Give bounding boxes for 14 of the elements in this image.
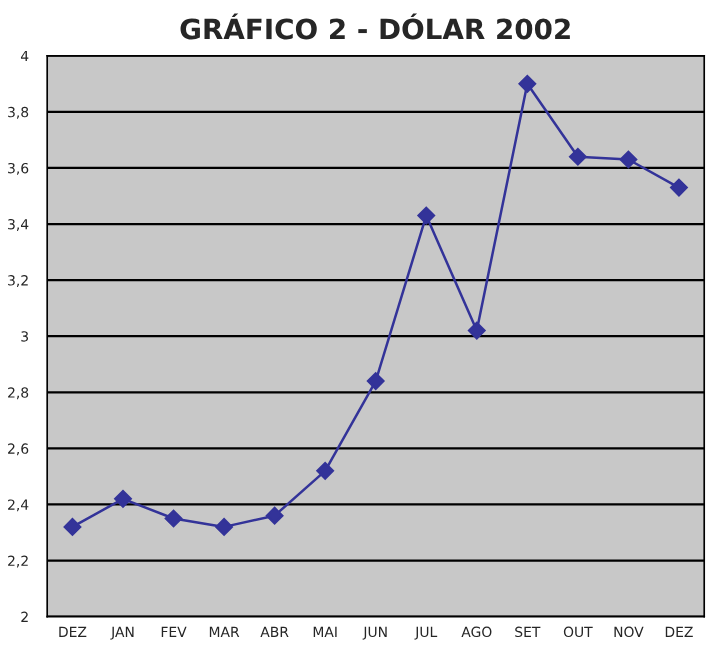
point	[63, 518, 82, 536]
point	[164, 509, 183, 528]
point	[619, 150, 638, 169]
point	[518, 74, 537, 93]
point	[568, 147, 587, 166]
point	[670, 178, 688, 197]
point	[316, 461, 335, 480]
point	[114, 489, 132, 508]
point	[265, 506, 284, 525]
point	[366, 372, 385, 390]
point	[417, 206, 436, 225]
point	[467, 321, 486, 340]
point	[215, 518, 233, 536]
chart-title: GRÁFICO 2 - DÓLAR 2002	[180, 13, 570, 40]
